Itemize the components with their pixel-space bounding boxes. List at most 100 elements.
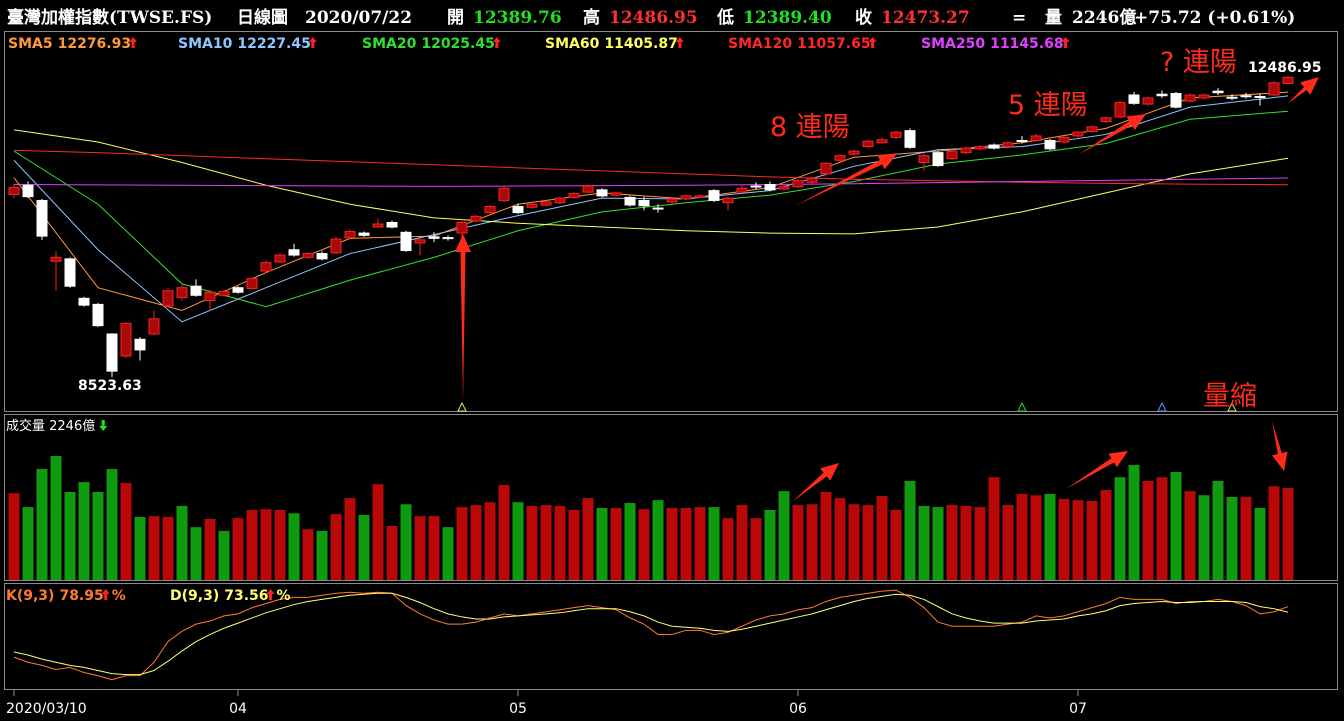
volume-bar — [1114, 477, 1126, 580]
ma-legend-name: SMA60 — [545, 36, 600, 52]
candle-body — [386, 221, 398, 228]
volume-bar — [246, 509, 258, 580]
trend-arrow-icon — [1061, 37, 1070, 48]
volume-bar — [134, 516, 146, 580]
volume-bar — [1156, 477, 1168, 580]
candle-body — [1002, 142, 1014, 148]
candle-body — [512, 206, 524, 214]
kd-legend-name: D(9,3) — [170, 588, 219, 604]
candle-body — [92, 303, 104, 327]
volume-bar — [190, 527, 202, 580]
volume-bar — [148, 516, 160, 580]
volume-bar — [918, 505, 930, 580]
volume-bar — [120, 482, 132, 580]
ma-legend-entry: SMA120 11057.65 — [728, 36, 871, 52]
candle-body — [456, 221, 468, 234]
volume-bar — [736, 505, 748, 580]
candle-body — [750, 185, 762, 188]
header-item: 高 — [583, 7, 600, 28]
annotation-arrow — [795, 154, 897, 206]
volume-bar — [638, 509, 650, 580]
candle-body — [736, 187, 748, 193]
annotation-arrow — [1078, 114, 1146, 155]
candle-body — [1114, 102, 1126, 118]
annotation-arrow — [1287, 77, 1319, 104]
candle-body — [708, 190, 720, 201]
price-panel — [4, 31, 1338, 412]
candle-body — [8, 187, 20, 195]
volume-bar — [1086, 500, 1098, 580]
ma-legend-value: 11057.65 — [797, 36, 871, 52]
volume-bar — [204, 518, 216, 580]
volume-bar — [260, 509, 272, 580]
candle-body — [848, 150, 860, 155]
candle-body — [1198, 94, 1210, 99]
volume-bar — [344, 498, 356, 580]
kd-line — [13, 592, 1289, 676]
candle-body — [806, 177, 818, 183]
kd-panel — [4, 583, 1338, 690]
trend-arrow-icon — [99, 420, 108, 431]
volume-bar — [848, 504, 860, 580]
candle-body — [1128, 94, 1140, 104]
trend-arrow-icon — [129, 37, 138, 48]
candle-body — [834, 155, 846, 161]
ma-legend-value: 11145.68 — [990, 36, 1064, 52]
volume-bar — [610, 507, 622, 580]
volume-bar — [498, 485, 510, 580]
high-label: 12486.95 — [1248, 60, 1322, 76]
volume-bar — [834, 498, 846, 580]
candle-body — [302, 253, 314, 258]
header-item: 低 — [716, 7, 734, 28]
candle-body — [680, 195, 692, 200]
volume-bar — [778, 491, 790, 580]
annotation-arrow — [1272, 421, 1288, 471]
volume-bar — [8, 493, 20, 580]
volume-bar — [22, 507, 34, 580]
candle-body — [596, 189, 608, 197]
candle-body — [232, 287, 244, 293]
volume-bar — [1072, 500, 1084, 580]
candle-body — [778, 186, 790, 190]
candle-body — [1268, 82, 1280, 96]
candle-body — [1044, 140, 1056, 150]
volume-bar — [1254, 507, 1266, 580]
candle-body — [638, 199, 650, 207]
candle-body — [36, 199, 48, 237]
candle-body — [134, 338, 146, 351]
header-item: 臺灣加權指數(TWSE.FS) — [7, 7, 212, 28]
volume-bar — [1226, 496, 1238, 580]
kd-legend-unit: % — [112, 588, 126, 604]
volume-bar — [456, 507, 468, 580]
moving-average-line — [13, 149, 1289, 186]
annotation: ? 連陽 — [1160, 47, 1237, 78]
volume-bar — [666, 507, 678, 580]
ma-legend-entry: SMA20 12025.45 — [362, 36, 495, 52]
candle-body — [820, 162, 832, 175]
kd-legend-name: K(9,3) — [6, 588, 54, 604]
header-item: +75.72 (+0.61%) — [1134, 8, 1295, 28]
signal-marker — [1157, 401, 1167, 412]
volume-bar — [694, 507, 706, 580]
candle-body — [792, 180, 804, 188]
ma-legend-name: SMA5 — [8, 36, 53, 52]
candle-body — [204, 291, 216, 302]
trend-arrow-icon — [675, 37, 684, 48]
volume-bar — [78, 482, 90, 580]
header-item: 開 — [447, 8, 464, 28]
volume-bar — [1240, 496, 1252, 580]
annotation: 5 連陽 — [1008, 90, 1088, 121]
volume-bar — [428, 516, 440, 580]
volume-bar — [946, 505, 958, 580]
signal-marker — [1017, 401, 1027, 412]
volume-bar — [302, 529, 314, 580]
candle-body — [610, 192, 622, 196]
header-item: 12486.95 — [609, 8, 698, 28]
candle-body — [176, 287, 188, 299]
candle-body — [1240, 95, 1252, 98]
volume-bar — [1002, 505, 1014, 580]
volume-bar — [568, 509, 580, 580]
candle-body — [1226, 96, 1238, 99]
